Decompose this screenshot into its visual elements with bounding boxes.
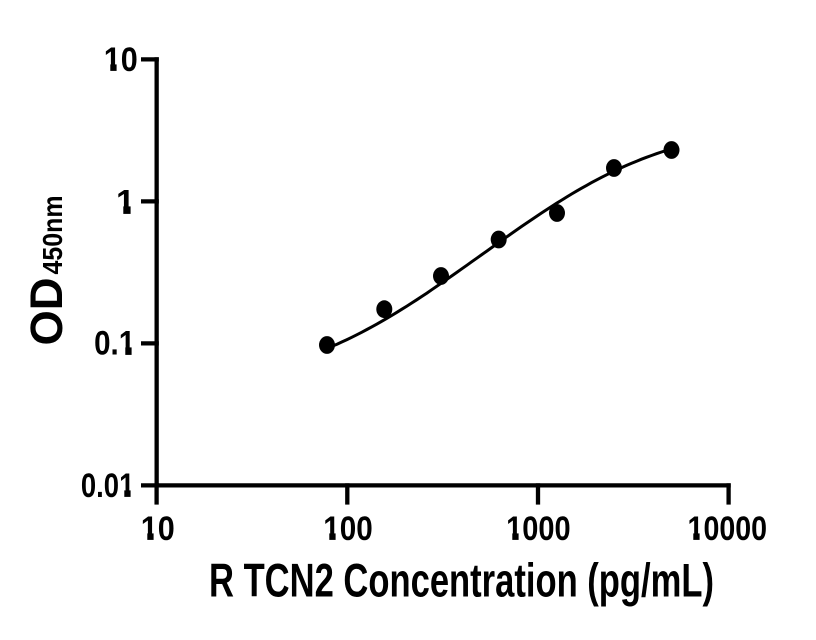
svg-text:R TCN2 Concentration (pg/mL): R TCN2 Concentration (pg/mL) <box>209 554 714 607</box>
svg-text:0.1: 0.1 <box>94 325 135 363</box>
svg-text:10: 10 <box>104 41 138 79</box>
svg-text:100: 100 <box>323 510 373 548</box>
svg-text:0.01: 0.01 <box>81 467 135 505</box>
svg-text:OD450nm: OD450nm <box>21 196 72 346</box>
svg-text:10000: 10000 <box>688 510 768 548</box>
svg-text:1: 1 <box>116 184 135 222</box>
svg-text:10: 10 <box>141 510 175 548</box>
svg-text:1000: 1000 <box>506 510 571 548</box>
